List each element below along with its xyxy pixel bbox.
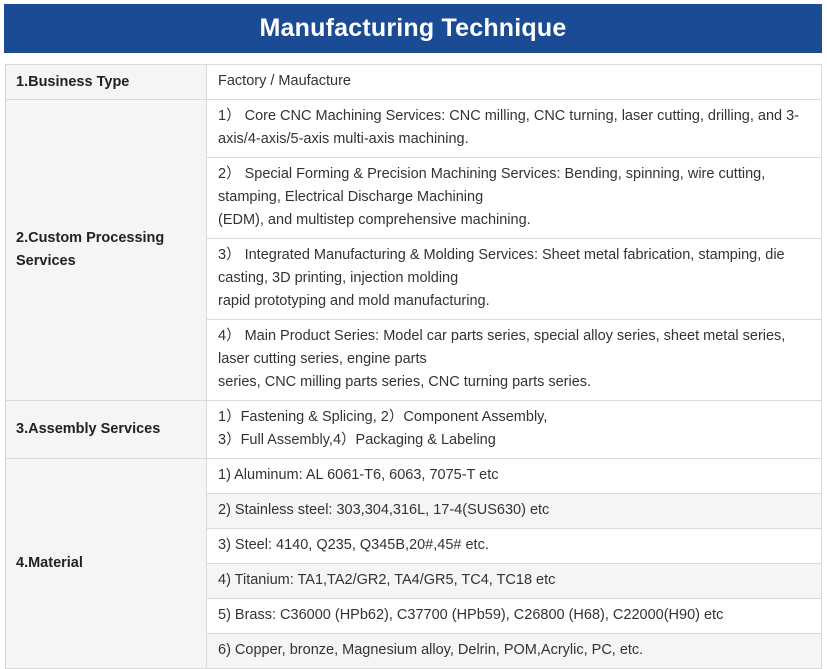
text-line: laser cutting series, engine parts [218,351,427,367]
row-label-business-type: 1.Business Type [5,64,207,100]
spec-table: 1.Business Type Factory / Maufacture 2.C… [5,64,822,669]
business-type-value: Factory / Maufacture [206,64,822,100]
material-item: 6) Copper, bronze, Magnesium alloy, Delr… [206,633,822,669]
table-row-custom-processing-4: 4） Main Product Series: Model car parts … [6,319,822,401]
table-row-custom-processing: 2.Custom Processing Services 1） Core CNC… [5,99,822,401]
custom-processing-item: 1） Core CNC Machining Services: CNC mill… [206,99,822,158]
material-item: 5) Brass: C36000 (HPb62), C37700 (HPb59)… [206,598,822,634]
material-item: 4) Titanium: TA1,TA2/GR2, TA4/GR5, TC4, … [206,563,822,599]
table-row-material-6: 6) Copper, bronze, Magnesium alloy, Delr… [6,633,822,669]
text-line: 4） Main Product Series: Model car parts … [218,328,786,344]
text-line: 3） Integrated Manufacturing & Molding Se… [218,247,785,263]
text-line: series, CNC milling parts series, CNC tu… [218,374,592,390]
row-label-assembly: 3.Assembly Services [5,400,207,459]
page-title: Manufacturing Technique [259,14,567,42]
text-line: casting, 3D printing, injection molding [218,270,459,286]
table-row-assembly: 3.Assembly Services 1）Fastening & Splici… [5,400,822,459]
text-line: stamping, Electrical Discharge Machining [218,189,484,205]
text-line: axis/4-axis/5-axis multi-axis machining. [218,131,469,147]
text-line: 2） Special Forming & Precision Machining… [218,166,766,182]
custom-processing-item: 3） Integrated Manufacturing & Molding Se… [206,238,822,320]
text-line: (EDM), and multistep comprehensive machi… [218,212,531,228]
text-line: 1） Core CNC Machining Services: CNC mill… [218,108,800,124]
text-line: rapid prototyping and mold manufacturing… [218,293,490,309]
table-row-business-type: 1.Business Type Factory / Maufacture [5,64,822,100]
material-item: 1) Aluminum: AL 6061-T6, 6063, 7075-T et… [206,458,822,494]
table-row-material-5: 5) Brass: C36000 (HPb62), C37700 (HPb59)… [6,598,822,634]
page-header: Manufacturing Technique [4,4,822,53]
custom-processing-item: 2） Special Forming & Precision Machining… [206,157,822,239]
table-row-custom-processing-2: 2） Special Forming & Precision Machining… [6,157,822,239]
assembly-value: 1）Fastening & Splicing, 2）Component Asse… [206,400,822,459]
material-item: 2) Stainless steel: 303,304,316L, 17-4(S… [206,493,822,529]
table-row-material: 4.Material 1) Aluminum: AL 6061-T6, 6063… [5,458,822,669]
text-line: 1）Fastening & Splicing, 2）Component Asse… [218,409,548,425]
text-line: 3）Full Assembly,4）Packaging & Labeling [218,432,496,448]
row-label-material: 4.Material [5,458,207,669]
table-row-material-2: 2) Stainless steel: 303,304,316L, 17-4(S… [6,493,822,529]
custom-processing-item: 4） Main Product Series: Model car parts … [206,319,822,401]
row-label-custom-processing: 2.Custom Processing Services [5,99,207,401]
material-item: 3) Steel: 4140, Q235, Q345B,20#,45# etc. [206,528,822,564]
